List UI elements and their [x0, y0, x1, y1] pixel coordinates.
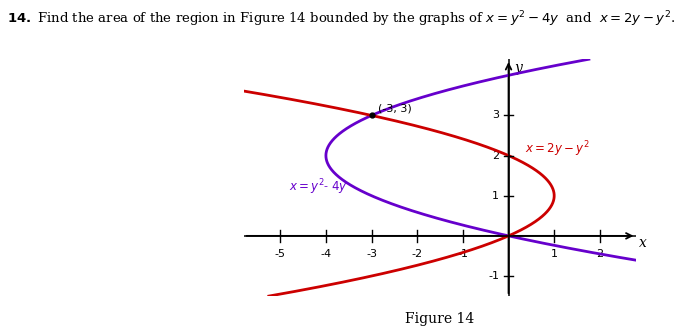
Text: -5: -5	[275, 249, 286, 259]
Text: x: x	[638, 236, 647, 250]
Text: 3: 3	[492, 111, 499, 120]
Text: 2: 2	[596, 249, 603, 259]
Text: $x = 2y - y^2$: $x = 2y - y^2$	[525, 140, 589, 159]
Text: -3: -3	[366, 249, 377, 259]
Text: 1: 1	[492, 191, 499, 201]
Text: 1: 1	[550, 249, 558, 259]
Text: $\mathbf{14.}$ Find the area of the region in Figure 14 bounded by the graphs of: $\mathbf{14.}$ Find the area of the regi…	[7, 10, 675, 30]
Text: y: y	[514, 61, 522, 75]
Text: Figure 14: Figure 14	[406, 312, 475, 326]
Text: -4: -4	[320, 249, 332, 259]
Text: $x = y^2$- $4y$: $x = y^2$- $4y$	[289, 178, 349, 197]
Text: (-3, 3): (-3, 3)	[378, 103, 412, 114]
Text: -2: -2	[412, 249, 422, 259]
Text: -1: -1	[458, 249, 468, 259]
Text: -1: -1	[488, 271, 499, 281]
Text: 2: 2	[492, 151, 499, 161]
